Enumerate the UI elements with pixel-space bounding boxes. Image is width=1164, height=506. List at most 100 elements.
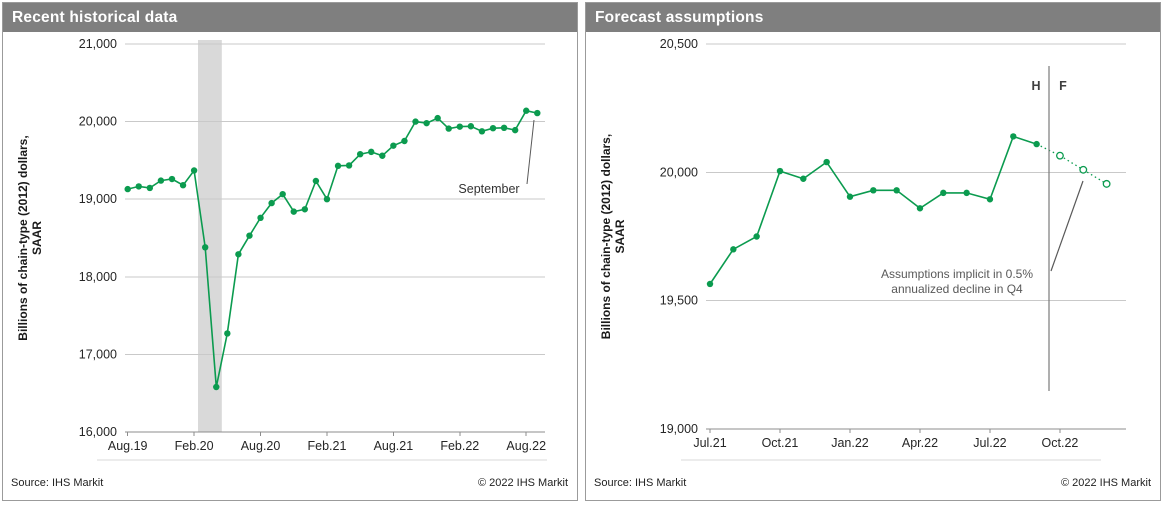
svg-text:17,000: 17,000 xyxy=(79,347,117,361)
data-point xyxy=(235,251,242,258)
data-point xyxy=(776,167,784,175)
data-point xyxy=(146,184,154,192)
forecast-point xyxy=(1056,151,1064,160)
svg-text:18,000: 18,000 xyxy=(79,270,117,284)
copyright-text: © 2022 IHS Markit xyxy=(1060,477,1151,489)
series-markers xyxy=(124,107,541,391)
x-tick-labels: Aug.19 Feb.20 Aug.20 Feb.21 Aug.21 Feb.22 Aug.… xyxy=(108,439,546,453)
svg-text:Aug.19: Aug.19 xyxy=(108,439,148,453)
forecast-point xyxy=(1079,165,1088,174)
panel-recent-historical-data: Recent historical data 16,000 17,000 18,00… xyxy=(2,2,578,501)
data-point xyxy=(224,330,231,337)
data-point xyxy=(379,152,386,159)
panel-forecast-assumptions: Forecast assumptions 19,000 19,500 20,000 2… xyxy=(585,2,1161,501)
copyright-text: © 2022 IHS Markit xyxy=(477,477,568,489)
forecast-segment xyxy=(1082,169,1107,185)
svg-text:Oct.21: Oct.21 xyxy=(762,436,799,450)
data-point xyxy=(190,167,198,174)
data-point xyxy=(323,196,331,203)
svg-text:SAAR: SAAR xyxy=(613,219,627,253)
svg-text:Feb.22: Feb.22 xyxy=(440,439,479,453)
data-point xyxy=(390,142,397,149)
panel-header: Recent historical data xyxy=(3,3,577,32)
data-point xyxy=(334,162,342,170)
data-point xyxy=(201,244,209,251)
y-axis-title: Billions of chain-type (2012) dollars, SA… xyxy=(16,135,44,340)
svg-text:H: H xyxy=(1031,79,1040,93)
panel-footer: Source: IHS Markit © 2022 IHS Markit xyxy=(3,468,577,489)
svg-text:Billions of chain-type (2012): Billions of chain-type (2012) dollars, xyxy=(599,134,613,339)
svg-text:September: September xyxy=(458,182,519,196)
data-point xyxy=(290,208,297,215)
data-point xyxy=(940,189,947,197)
svg-text:19,500: 19,500 xyxy=(660,294,698,308)
series-line xyxy=(127,109,538,388)
data-point xyxy=(523,107,530,114)
data-point xyxy=(412,118,419,125)
data-point xyxy=(434,114,441,122)
data-point xyxy=(706,280,714,288)
svg-text:Assumptions implicit in 0.5%: Assumptions implicit in 0.5% xyxy=(881,267,1033,281)
data-point xyxy=(963,189,970,197)
x-tick-labels: Jul.21 Oct.21 Jan.22 Apr.22 Jul.22 Oct.22 xyxy=(693,436,1078,450)
data-point xyxy=(893,187,900,194)
svg-text:19,000: 19,000 xyxy=(79,192,117,206)
data-point xyxy=(534,109,541,117)
panel-footer: Source: IHS Markit © 2022 IHS Markit xyxy=(586,468,1160,489)
data-point xyxy=(213,383,220,391)
data-point xyxy=(730,246,737,253)
series-line xyxy=(709,135,1107,285)
panel-title-text: Recent historical data xyxy=(12,9,178,26)
forecast-assumptions-chart: 19,000 19,500 20,000 20,500 Jul.21 Oct.21 Jan.… xyxy=(599,37,1126,461)
data-point xyxy=(135,183,142,190)
svg-text:20,000: 20,000 xyxy=(79,115,117,129)
data-point xyxy=(823,158,830,166)
data-point xyxy=(870,187,877,194)
data-point xyxy=(312,177,320,185)
data-point xyxy=(489,124,497,132)
data-point xyxy=(456,123,463,130)
data-point xyxy=(268,199,275,207)
svg-text:F: F xyxy=(1059,79,1067,93)
x-axis xyxy=(706,428,1126,433)
svg-text:Aug.21: Aug.21 xyxy=(374,439,414,453)
data-point xyxy=(246,232,253,239)
data-point xyxy=(1010,133,1017,140)
data-point xyxy=(753,233,760,240)
data-point xyxy=(279,190,286,198)
source-text: Source: IHS Markit xyxy=(11,477,104,489)
svg-text:21,000: 21,000 xyxy=(79,37,117,51)
data-point xyxy=(500,124,508,132)
data-point xyxy=(800,175,807,182)
q4-decline-annotation: Assumptions implicit in 0.5%annualized d… xyxy=(881,180,1084,296)
data-point xyxy=(368,148,375,156)
data-point xyxy=(511,126,519,134)
data-point xyxy=(124,185,131,193)
forecast-segment xyxy=(1059,155,1084,171)
svg-text:Feb.20: Feb.20 xyxy=(175,439,214,453)
svg-text:Jul.21: Jul.21 xyxy=(693,436,726,450)
data-point xyxy=(846,193,854,200)
svg-text:Oct.22: Oct.22 xyxy=(1042,436,1079,450)
recession-band xyxy=(197,40,222,432)
data-point xyxy=(986,196,994,203)
source-text: Source: IHS Markit xyxy=(594,477,687,489)
panel-title-text: Forecast assumptions xyxy=(595,9,764,26)
svg-text:Aug.22: Aug.22 xyxy=(506,439,546,453)
data-point xyxy=(445,125,452,132)
data-point xyxy=(345,162,353,169)
svg-text:Aug.20: Aug.20 xyxy=(241,439,281,453)
series-markers xyxy=(706,133,1111,288)
svg-text:20,000: 20,000 xyxy=(660,165,698,179)
x-axis xyxy=(125,431,545,436)
y-tick-labels: 16,000 17,000 18,000 19,000 20,000 21,000 xyxy=(79,37,117,439)
svg-text:16,000: 16,000 xyxy=(79,425,117,439)
data-point xyxy=(356,150,364,158)
y-axis-title: Billions of chain-type (2012) dollars, SA… xyxy=(599,134,627,339)
svg-text:20,500: 20,500 xyxy=(660,37,698,51)
forecast-point xyxy=(1102,179,1111,188)
svg-text:Feb.21: Feb.21 xyxy=(307,439,346,453)
data-point xyxy=(1033,140,1040,148)
